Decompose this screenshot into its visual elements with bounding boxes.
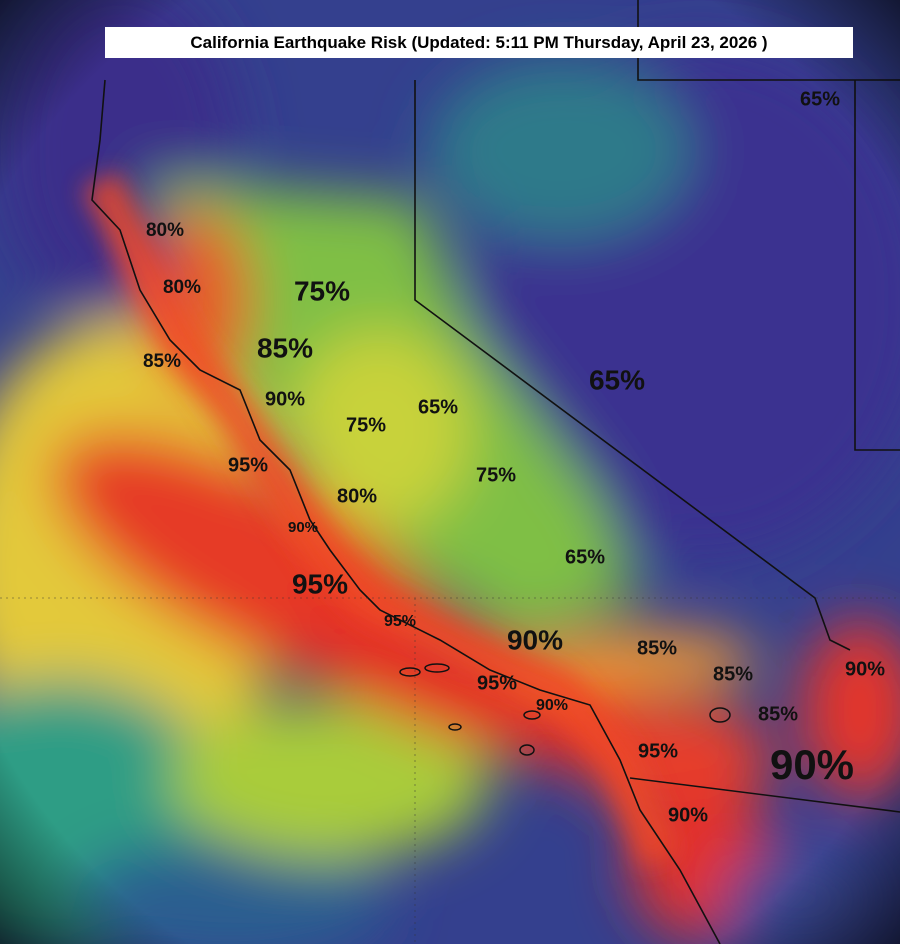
risk-label: 85% — [143, 351, 181, 372]
risk-label: 90% — [288, 519, 318, 536]
risk-label: 85% — [758, 703, 798, 725]
risk-label: 95% — [384, 613, 416, 630]
risk-label: 80% — [146, 220, 184, 241]
risk-label: 90% — [668, 804, 708, 826]
risk-label: 90% — [507, 624, 563, 655]
risk-label: 90% — [770, 741, 854, 788]
risk-label: 65% — [418, 396, 458, 418]
risk-label: 65% — [589, 364, 645, 395]
risk-label: 80% — [337, 485, 377, 507]
labels: 65%80%80% 75%85%85%90%65%65%75%95% 75%80%9… — [143, 88, 885, 826]
risk-label: 95% — [638, 740, 678, 762]
risk-label: 90% — [845, 658, 885, 680]
risk-label: 75% — [476, 464, 516, 486]
risk-label: 80% — [163, 277, 201, 298]
risk-label: 90% — [536, 697, 568, 714]
risk-label: 65% — [565, 546, 605, 568]
risk-label: 65% — [800, 88, 840, 110]
risk-label: 95% — [228, 454, 268, 476]
risk-label: 85% — [257, 332, 313, 363]
risk-label: 95% — [477, 672, 517, 694]
risk-label: 75% — [346, 414, 386, 436]
risk-label: 85% — [713, 663, 753, 685]
map-title: California Earthquake Risk (Updated: 5:1… — [105, 27, 853, 58]
risk-label: 90% — [265, 388, 305, 410]
risk-label: 75% — [294, 275, 350, 306]
risk-label: 85% — [637, 637, 677, 659]
risk-label: 95% — [292, 568, 348, 599]
